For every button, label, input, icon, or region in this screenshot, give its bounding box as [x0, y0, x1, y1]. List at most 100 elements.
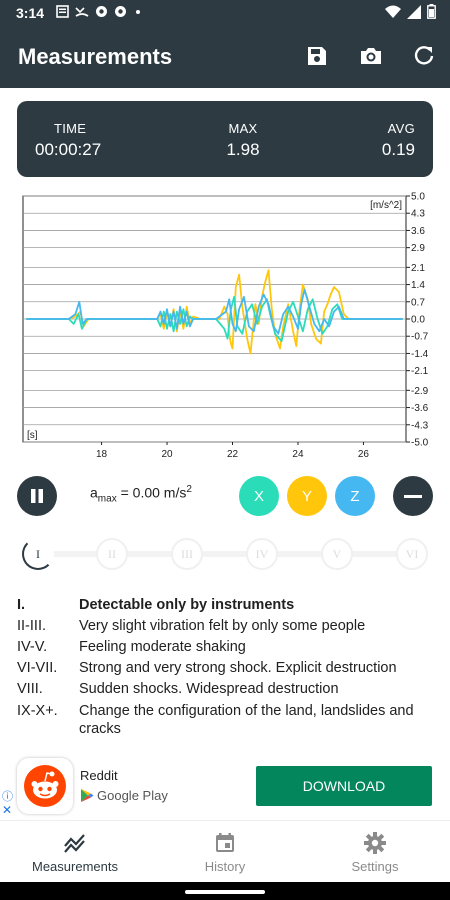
x-unit-label: [s] [27, 430, 38, 441]
nav-settings[interactable]: Settings [300, 821, 450, 883]
legend-key: VIII. [17, 681, 43, 697]
avg-stat: AVG 0.19 [325, 121, 415, 160]
status-bar: 3:14 [0, 0, 450, 26]
time-stat: TIME 00:00:27 [35, 121, 125, 160]
max-label: MAX [228, 121, 258, 136]
intensity-track-line [38, 551, 416, 557]
x-tick-label: 22 [227, 449, 239, 460]
x-tick-label: 18 [96, 449, 108, 460]
legend-key: I. [17, 597, 26, 613]
intensity-step-6[interactable]: VI [396, 538, 428, 570]
y-tick-label: -5.0 [411, 438, 429, 449]
y-axis-toggle[interactable]: Y [287, 476, 327, 516]
legend-key: II-III. [17, 618, 46, 634]
y-tick-label: 5.0 [411, 192, 425, 203]
ad-store: Google Play [80, 788, 168, 803]
amax-value: = 0.00 m/s [116, 484, 187, 501]
reddit-icon [24, 765, 66, 807]
legend-key: IV-V. [17, 639, 48, 655]
y-tick-label: -2.9 [411, 386, 429, 397]
ad-close-icon[interactable]: ✕ [2, 803, 13, 817]
x-tick-label: 24 [292, 449, 304, 460]
stats-card: TIME 00:00:27 MAX 1.98 AVG 0.19 [17, 101, 433, 177]
y-tick-label: 2.9 [411, 243, 425, 254]
gesture-bar [0, 882, 450, 900]
chart-line-icon [64, 834, 85, 853]
legend-text: Detectable only by instruments [79, 597, 295, 613]
y-unit-label: [m/s^2] [370, 200, 402, 211]
notification-icons [56, 5, 143, 18]
chrome-icon [96, 6, 107, 17]
x-tick-label: 20 [161, 449, 173, 460]
y-tick-label: -0.7 [411, 332, 429, 343]
pause-icon [31, 489, 43, 503]
legend-text: Very slight vibration felt by only some … [79, 618, 366, 634]
x-axis-toggle[interactable]: X [239, 476, 279, 516]
ad-info-icon[interactable]: ⓘ [2, 791, 13, 803]
home-indicator[interactable] [185, 890, 265, 894]
amax-subscript: max [97, 493, 117, 505]
legend-text: Feeling moderate shaking [79, 639, 246, 655]
ad-banner[interactable]: Reddit Google Play DOWNLOAD ⓘ ✕ [0, 756, 450, 820]
dot-icon [136, 10, 140, 14]
y-tick-label: -2.1 [411, 366, 429, 377]
legend-row: VI-VII. Strong and very strong shock. Exp… [17, 658, 437, 679]
page-title: Measurements [18, 44, 173, 69]
nav-measurements[interactable]: Measurements [0, 821, 150, 883]
download-button[interactable]: DOWNLOAD [256, 766, 432, 806]
save-button[interactable] [302, 41, 332, 71]
signal-icon [407, 4, 421, 19]
system-icons [385, 4, 436, 19]
intensity-step-2[interactable]: II [96, 538, 128, 570]
legend-row: IV-V. Feeling moderate shaking [17, 637, 437, 658]
intensity-step-4[interactable]: IV [246, 538, 278, 570]
calendar-icon [216, 833, 234, 852]
time-value: 00:00:27 [35, 140, 102, 159]
y-tick-label: -1.4 [411, 349, 429, 360]
zoom-out-button[interactable] [393, 476, 433, 516]
chrome-icon [115, 6, 126, 17]
legend-row: I. Detectable only by instruments [17, 595, 437, 616]
missed-call-icon [75, 7, 89, 17]
camera-icon [361, 48, 381, 64]
max-stat: MAX 1.98 [193, 121, 293, 160]
legend-row: IX-X+. Change the configuration of the la… [17, 700, 437, 738]
save-icon [308, 47, 326, 65]
intensity-step-5[interactable]: V [321, 538, 353, 570]
ad-store-label: Google Play [97, 788, 168, 803]
amax-symbol: a [90, 484, 98, 501]
bottom-navigation: Measurements History Settings [0, 820, 450, 882]
legend-row: II-III. Very slight vibration felt by onl… [17, 616, 437, 637]
series-line-x [26, 296, 403, 343]
app-bar: Measurements [0, 26, 450, 88]
nav-label: Measurements [32, 859, 118, 874]
legend-key: IX-X+. [17, 703, 58, 719]
refresh-icon [414, 46, 434, 65]
y-tick-label: 1.4 [411, 280, 425, 291]
intensity-step-3[interactable]: III [171, 538, 203, 570]
legend-row: VIII. Sudden shocks. Widespread destructi… [17, 679, 437, 700]
news-icon [56, 5, 69, 18]
intensity-step-1[interactable]: I [22, 538, 54, 570]
acceleration-chart: 5.0 4.3 3.6 2.9 2.1 1.4 0.7 0.0 -0.7 -1.4 -2.1 -2.9… [22, 192, 429, 460]
camera-button[interactable] [356, 41, 386, 71]
y-tick-label: 0.0 [411, 315, 425, 326]
nav-label: History [204, 859, 246, 874]
nav-history[interactable]: History [150, 821, 300, 883]
legend-text: Sudden shocks. Widespread destruction [79, 681, 339, 697]
time-label: TIME [54, 121, 87, 136]
pause-button[interactable] [17, 476, 57, 516]
legend-text: Change the configuration of the land, la… [79, 703, 414, 737]
y-tick-label: -3.6 [411, 403, 429, 414]
amax-superscript: 2 [186, 484, 192, 495]
refresh-button[interactable] [409, 41, 439, 71]
legend-text: Strong and very strong shock. Explicit d… [79, 660, 397, 676]
wifi-icon [385, 5, 401, 18]
series-line-z [26, 288, 403, 335]
y-tick-label: 2.1 [411, 263, 425, 274]
z-axis-toggle[interactable]: Z [335, 476, 375, 516]
reddit-logo [17, 758, 73, 814]
max-value: 1.98 [226, 140, 260, 159]
x-tick-label: 26 [358, 449, 370, 460]
amax-readout: amax = 0.00 m/s2 [90, 484, 192, 504]
